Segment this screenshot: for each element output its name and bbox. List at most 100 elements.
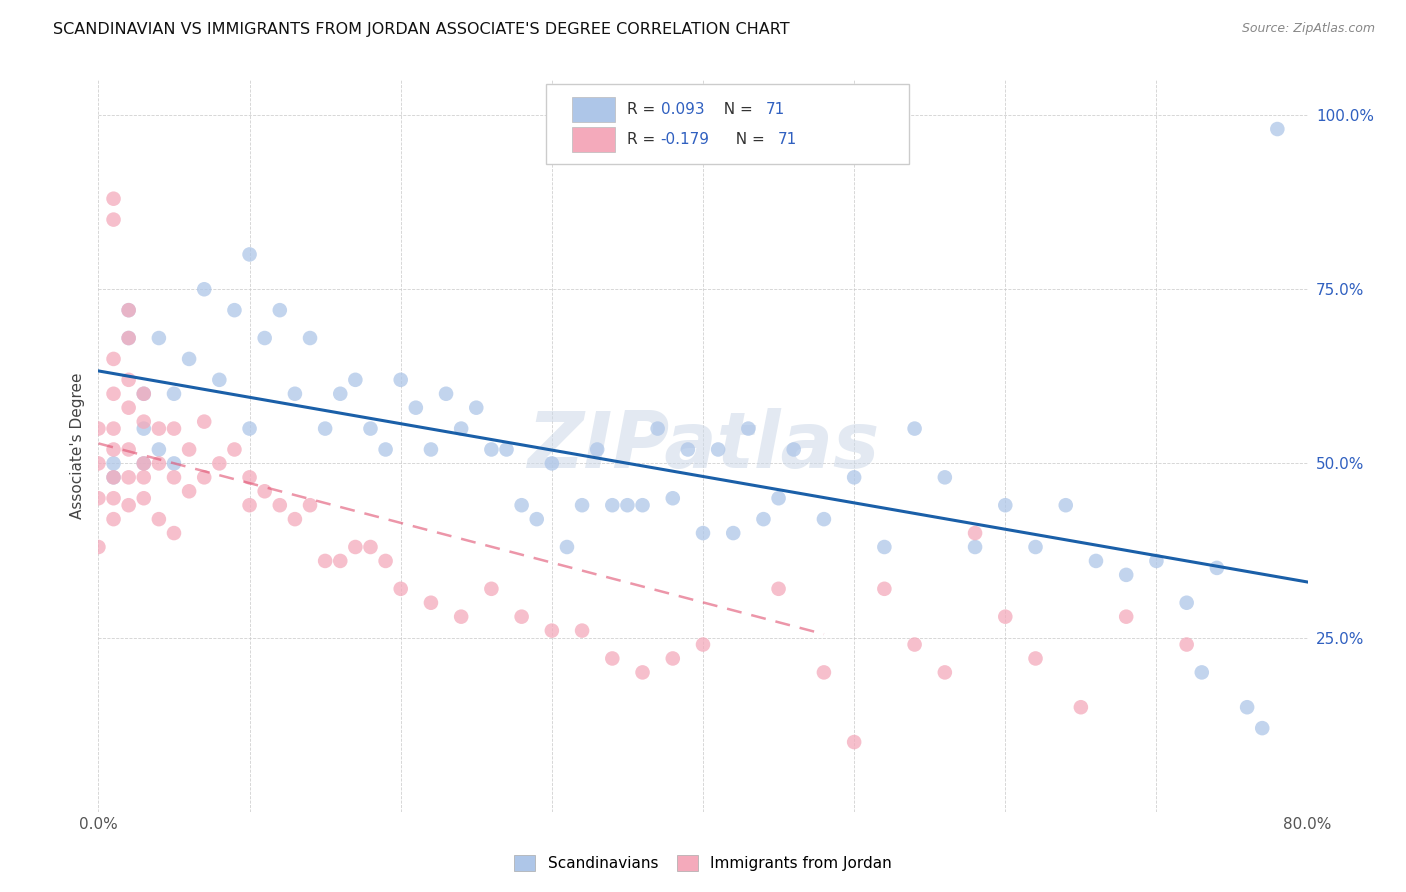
Point: [465, 401, 488, 415]
Point: [1251, 721, 1274, 735]
Point: [389, 582, 412, 596]
Point: [360, 421, 382, 435]
Point: [1206, 561, 1229, 575]
Point: [1236, 700, 1258, 714]
Point: [1191, 665, 1213, 680]
Point: [389, 373, 412, 387]
Point: [602, 498, 624, 512]
Point: [1054, 498, 1077, 512]
Point: [510, 498, 533, 512]
Point: [344, 540, 367, 554]
Point: [103, 491, 125, 506]
Point: [374, 554, 396, 568]
Text: -0.179: -0.179: [661, 132, 710, 147]
Point: [676, 442, 699, 457]
Point: [118, 442, 141, 457]
Point: [299, 331, 322, 345]
Point: [994, 498, 1017, 512]
Text: N =: N =: [714, 102, 758, 117]
Text: N =: N =: [725, 132, 769, 147]
Point: [179, 442, 201, 457]
Point: [118, 373, 141, 387]
Point: [103, 457, 125, 471]
Point: [540, 624, 562, 638]
Point: [661, 651, 683, 665]
Point: [374, 442, 396, 457]
Point: [1085, 554, 1108, 568]
Point: [904, 638, 927, 652]
Point: [647, 421, 669, 435]
Point: [510, 609, 533, 624]
Point: [723, 526, 745, 541]
Point: [571, 624, 593, 638]
Point: [616, 498, 638, 512]
Point: [707, 442, 730, 457]
Point: [132, 470, 155, 484]
Point: [103, 512, 125, 526]
Point: [103, 442, 125, 457]
Point: [224, 442, 246, 457]
Point: [965, 526, 987, 541]
Text: SCANDINAVIAN VS IMMIGRANTS FROM JORDAN ASSOCIATE'S DEGREE CORRELATION CHART: SCANDINAVIAN VS IMMIGRANTS FROM JORDAN A…: [53, 22, 790, 37]
Point: [87, 491, 110, 506]
Point: [434, 386, 457, 401]
Point: [118, 303, 141, 318]
Point: [844, 735, 866, 749]
Point: [1070, 700, 1092, 714]
Y-axis label: Associate's Degree: Associate's Degree: [70, 373, 86, 519]
Point: [873, 540, 896, 554]
Point: [1024, 651, 1046, 665]
Point: [692, 526, 714, 541]
Point: [253, 331, 276, 345]
Point: [103, 421, 125, 435]
Point: [103, 351, 125, 366]
Point: [450, 609, 472, 624]
Point: [768, 491, 790, 506]
Point: [179, 351, 201, 366]
Bar: [572, 96, 614, 121]
Point: [284, 512, 307, 526]
Point: [329, 386, 352, 401]
Point: [631, 498, 654, 512]
Point: [1024, 540, 1046, 554]
Point: [495, 442, 517, 457]
Point: [163, 526, 186, 541]
Point: [132, 386, 155, 401]
Point: [813, 512, 835, 526]
Text: ZIPatlas: ZIPatlas: [527, 408, 879, 484]
Point: [1267, 122, 1289, 136]
Point: [103, 192, 125, 206]
Point: [103, 212, 125, 227]
Point: [1115, 567, 1137, 582]
Point: [148, 512, 170, 526]
Point: [239, 247, 262, 261]
Point: [555, 540, 578, 554]
Point: [994, 609, 1017, 624]
Point: [540, 457, 562, 471]
Point: [934, 470, 956, 484]
Point: [481, 582, 503, 596]
Point: [299, 498, 322, 512]
Point: [631, 665, 654, 680]
Point: [1175, 596, 1198, 610]
Point: [768, 582, 790, 596]
Point: [193, 415, 215, 429]
Point: [163, 470, 186, 484]
Point: [344, 373, 367, 387]
Point: [239, 470, 262, 484]
Point: [965, 540, 987, 554]
Point: [148, 421, 170, 435]
Text: R =: R =: [627, 132, 659, 147]
Point: [1144, 554, 1167, 568]
Point: [844, 470, 866, 484]
Point: [132, 491, 155, 506]
Point: [481, 442, 503, 457]
Point: [284, 386, 307, 401]
Point: [1115, 609, 1137, 624]
Point: [269, 303, 291, 318]
Point: [752, 512, 775, 526]
Point: [103, 470, 125, 484]
Point: [87, 540, 110, 554]
Point: [571, 498, 593, 512]
FancyBboxPatch shape: [546, 84, 908, 164]
